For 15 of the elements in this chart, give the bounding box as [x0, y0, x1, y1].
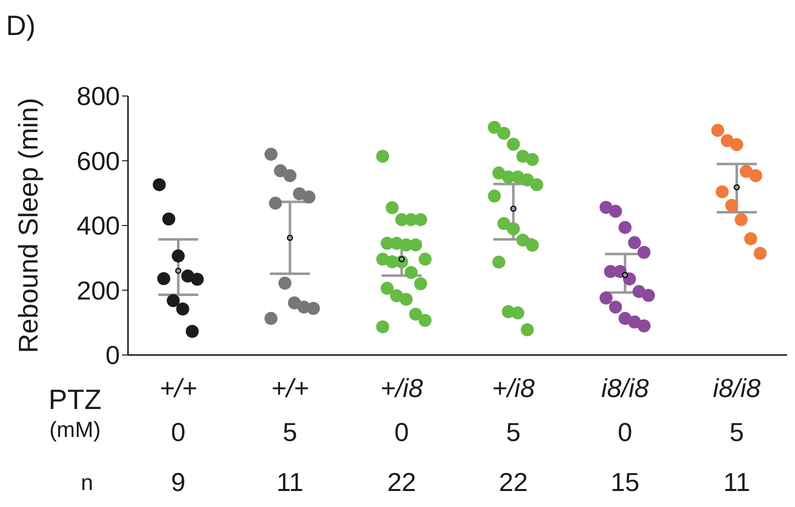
y-axis-title: Rebound Sleep (min) — [14, 98, 44, 354]
x-tick-label: i8/i8 0 15 — [601, 373, 650, 497]
x-tick-label: +/+ 5 11 — [271, 373, 309, 497]
x-tick-label: i8/i8 5 11 — [712, 373, 762, 497]
y-tick-label: 200 — [76, 275, 120, 306]
y-tick-label: 800 — [76, 81, 120, 112]
text: PTZ (mM) — [48, 384, 102, 444]
y-tick-label: 400 — [76, 210, 120, 241]
x-tick-label: +/+ 0 9 — [159, 373, 198, 497]
chart-title: D) — [6, 10, 36, 42]
x-tick-label: +/i8 0 22 — [380, 373, 424, 497]
y-tick-label: 600 — [76, 146, 120, 176]
x-tick-label: +/i8 5 22 — [492, 373, 536, 497]
text: n — [80, 469, 94, 497]
y-tick-label: 0 — [106, 340, 120, 370]
